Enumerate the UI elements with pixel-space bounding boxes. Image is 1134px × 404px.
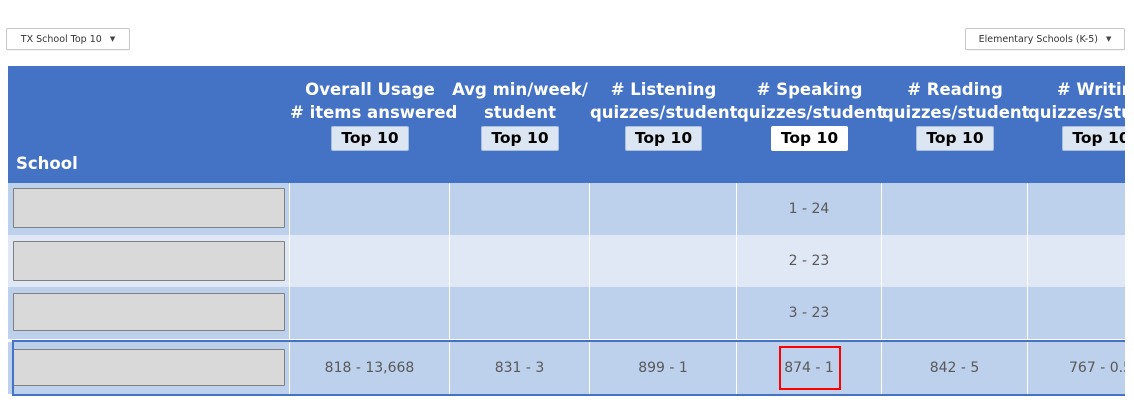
cell-writing [1028,183,1125,235]
column-title: # Speaking [756,80,863,99]
column-subtitle: quizzes/student [590,103,738,122]
top10-button-overall-usage[interactable]: Top 10 [331,126,409,151]
cell-speaking: 3 - 23 [737,287,882,339]
cell-writing: 767 - 0.5 [1028,342,1125,394]
cell-writing [1028,235,1125,287]
cell-writing [1028,287,1125,339]
school-name-redacted [13,349,285,386]
top10-button-writing[interactable]: Top 10 [1062,126,1125,151]
column-header-writing: # Writing quizzes/student Top 10 [1028,66,1125,183]
top-bar [0,0,1134,22]
school-cell [8,235,290,287]
cell-avg-min: 831 - 3 [450,342,590,394]
school-cell [8,287,290,339]
cell-reading [882,183,1028,235]
cell-overall-usage [290,287,450,339]
top10-button-listening[interactable]: Top 10 [624,126,703,151]
column-title: # Reading [907,80,1003,99]
table-header: School Overall Usage # items answered To… [8,66,1125,183]
cell-speaking: 1 - 24 [737,183,882,235]
column-title: Overall Usage [305,80,435,99]
school-cell [8,342,290,394]
column-subtitle: quizzes/student [737,103,885,122]
cell-listening [590,183,737,235]
cell-listening [590,287,737,339]
school-cell [8,183,290,235]
cell-speaking: 2 - 23 [737,235,882,287]
cell-overall-usage [290,235,450,287]
school-scope-label: TX School Top 10 [20,33,102,45]
column-title: # Listening [610,80,717,99]
cell-listening [590,235,737,287]
column-subtitle: quizzes/student [1028,103,1125,122]
column-subtitle: student [483,103,557,122]
column-header-listening: # Listening quizzes/student Top 10 [590,66,738,183]
top10-button-avg-min[interactable]: Top 10 [481,126,559,151]
top10-button-speaking[interactable]: Top 10 [770,126,849,151]
cell-listening: 899 - 1 [590,342,737,394]
school-name-redacted [13,188,285,228]
cell-overall-usage [290,183,450,235]
cell-reading [882,235,1028,287]
cell-reading [882,287,1028,339]
column-header-overall-usage: Overall Usage # items answered Top 10 [290,66,458,183]
column-subtitle: # items answered [290,103,458,122]
column-header-avg-min: Avg min/week/ student Top 10 [450,66,590,183]
cell-avg-min [450,235,590,287]
leaderboard-table: School Overall Usage # items answered To… [8,66,1125,402]
cell-avg-min [450,183,590,235]
school-name-redacted [13,293,285,331]
cell-reading: 842 - 5 [882,342,1028,394]
column-subtitle: quizzes/student [882,103,1030,122]
table-row[interactable]: 3 - 23 [8,287,1125,339]
school-name-redacted [13,241,285,281]
chevron-down-icon: ▼ [109,35,116,43]
column-header-speaking: # Speaking quizzes/student Top 10 [737,66,885,183]
table-row[interactable]: 1 - 24 [8,183,1125,235]
school-column-header: School [16,154,78,173]
column-header-reading: # Reading quizzes/student Top 10 [882,66,1030,183]
table-row-selected[interactable]: 818 - 13,668 831 - 3 899 - 1 874 - 1 842… [8,342,1125,394]
school-scope-dropdown[interactable]: TX School Top 10 ▼ [6,28,130,50]
school-level-dropdown[interactable]: Elementary Schools (K-5) ▼ [965,28,1125,50]
column-title: # Writing [1056,80,1125,99]
school-level-label: Elementary Schools (K-5) [978,33,1098,45]
column-title: Avg min/week/ [452,80,588,99]
table-row[interactable]: 2 - 23 [8,235,1125,287]
cell-overall-usage: 818 - 13,668 [290,342,450,394]
chevron-down-icon: ▼ [1105,35,1112,43]
cell-speaking: 874 - 1 [737,342,882,394]
top10-button-reading[interactable]: Top 10 [916,126,994,151]
cell-avg-min [450,287,590,339]
